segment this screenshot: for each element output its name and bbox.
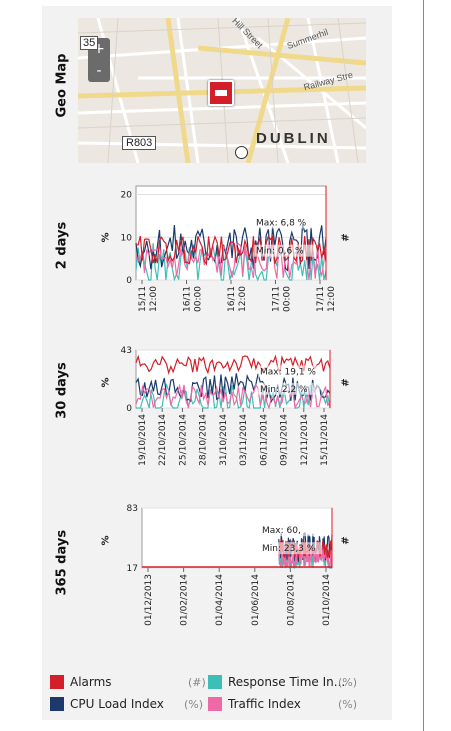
legend-label-cpu-load[interactable]: CPU Load Index [70,697,164,711]
series-line [136,383,331,410]
x-tick-label: 01/08/2014 [286,574,296,626]
row-label-30-days: 30 days [54,362,70,419]
legend-swatch-response-time [208,675,222,689]
x-tick-label: 17/11 [316,286,326,312]
min-label-bg [260,542,322,555]
x-tick-label: 16/11 [183,286,193,312]
map-location-marker-icon[interactable] [208,80,234,106]
x-tick-label: 16/11 [227,286,237,312]
x-tick-label: 00:00 [283,286,293,312]
legend-swatch-traffic [208,697,222,711]
min-label: Min: 23,3 % [262,544,316,554]
map-poi-icon [235,146,248,159]
chart-2-days-ylabel: % [100,232,112,243]
y-tick-label: 83 [127,504,138,514]
x-tick-label: 12:00 [149,286,159,312]
legend-unit-response-time: (%) [338,676,358,689]
chart-365-days[interactable]: 17 83 01/12/2013 01/02/2014 01/04/2014 01/06/… [100,500,350,650]
x-tick-label: 09/11/2014 [280,414,290,466]
row-label-365-days: 365 days [54,529,70,596]
series-line [135,234,327,266]
chart-30-days-y2label: # [340,378,352,387]
legend-unit-cpu-load: (%) [184,698,204,711]
x-tick-label: 01/12/2013 [144,574,154,626]
x-tick-label: 12:00 [327,286,337,312]
y-tick-label: 10 [121,233,133,243]
x-tick-label: 01/10/2014 [322,574,332,626]
x-tick-label: 01/06/2014 [251,574,261,626]
legend-swatch-cpu-load [50,697,64,711]
zoom-out-button[interactable]: - [96,63,102,79]
series-line [135,383,331,410]
y-tick-label: 0 [126,404,132,414]
y-tick-label: 17 [127,564,138,574]
max-label-bg [258,365,320,378]
chart-365-days-y2label: # [340,536,352,545]
series-line [135,354,331,376]
legend-label-traffic[interactable]: Traffic Index [228,697,301,711]
legend-label-response-time[interactable]: Response Time In... [228,675,346,689]
row-label-geo-map: Geo Map [54,53,70,118]
min-label: Min: 2,2 % [260,385,308,395]
min-label-bg [258,382,320,395]
map-road-label-r803: R803 [122,136,157,150]
x-tick-label: 17/11 [272,286,282,312]
map-road-label-35: 35 [80,36,99,50]
x-tick-label: 01/02/2014 [180,574,190,626]
x-tick-label: 15/11/2014 [320,414,330,466]
x-tick-label: 31/10/2014 [219,414,229,466]
chart-30-days-ylabel: % [100,377,112,388]
chart-2-days[interactable]: 0 10 20 15/11 12:00 16/11 00:00 16/11 12:00 17/11… [100,182,350,332]
x-tick-label: 03/11/2014 [239,414,249,466]
legend-unit-traffic: (%) [338,698,358,711]
map-city-label-dublin: DUBLIN [256,130,331,147]
max-label-bg [254,216,316,229]
divider-line [423,0,424,731]
x-tick-label: 12/11/2014 [300,414,310,466]
zoom-in-button[interactable]: + [93,41,105,57]
y-tick-label: 43 [121,346,132,356]
chart-30-days[interactable]: 0 43 19/10/2014 22/10/2014 25/10/2014 28/10/2… [100,342,350,490]
x-tick-label: 28/10/2014 [199,414,209,466]
min-label: Min: 0,6 % [256,247,304,257]
x-tick-label: 22/10/2014 [158,414,168,466]
chart-365-days-svg: 17 83 01/12/2013 01/02/2014 01/04/2014 01/06/… [127,504,333,626]
max-label: Max: 19,1 % [260,367,316,377]
y-tick-label: 0 [126,276,132,286]
max-label: Max: 60, [262,526,301,536]
legend-unit-alarms: (#) [188,676,206,689]
legend-swatch-alarms [50,675,64,689]
max-label-bg [260,524,322,537]
x-tick-label: 25/10/2014 [178,414,188,466]
series-line [278,544,333,569]
max-label: Max: 6,8 % [256,218,307,228]
series-line [135,242,327,281]
row-label-2-days: 2 days [54,221,70,270]
x-tick-label: 00:00 [194,286,204,312]
x-tick-label: 01/04/2014 [215,574,225,626]
chart-30-days-svg: 0 43 19/10/2014 22/10/2014 25/10/2014 28/10/2… [121,346,331,466]
chart-2-days-y2label: # [340,233,352,242]
x-tick-label: 15/11 [138,286,148,312]
x-tick-label: 12:00 [238,286,248,312]
x-tick-label: 19/10/2014 [138,414,148,466]
x-tick-label: 06/11/2014 [259,414,269,466]
y-tick-label: 20 [121,191,133,201]
min-label-bg [254,244,316,257]
series-line [135,224,327,272]
chart-365-days-ylabel: % [100,535,112,546]
legend-label-alarms[interactable]: Alarms [70,675,112,689]
geo-map[interactable]: + - 35 R803 DUBLIN Hill Street Summerhil… [78,18,366,163]
